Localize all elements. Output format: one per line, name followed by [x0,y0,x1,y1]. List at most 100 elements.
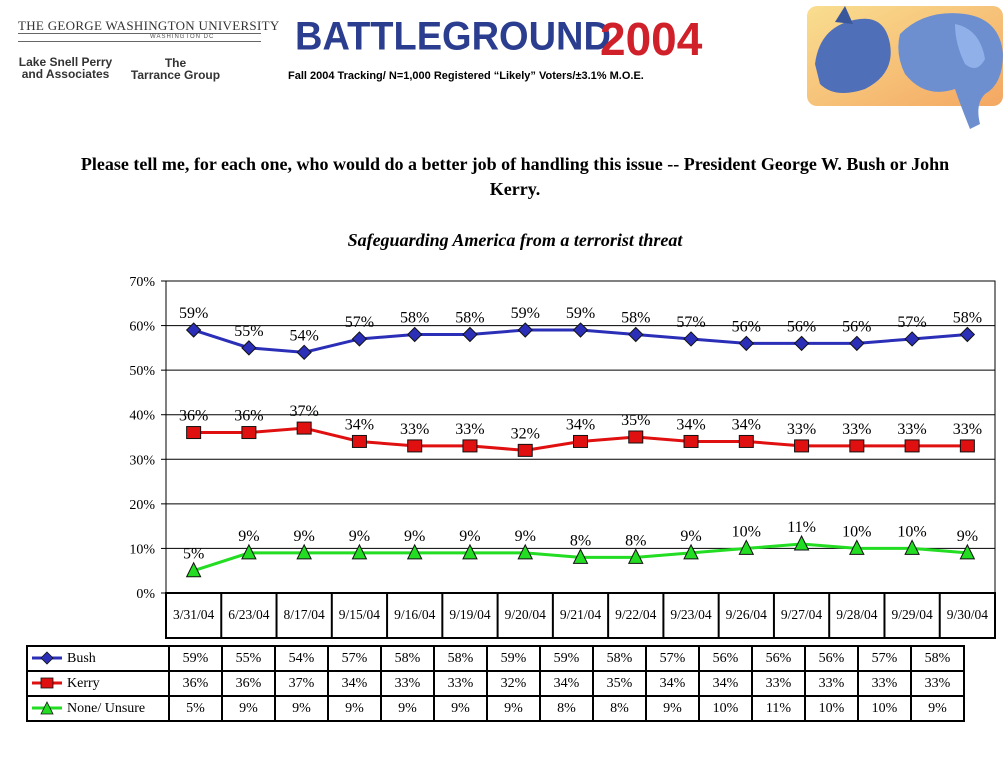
x-tick-label: 9/29/04 [891,607,933,622]
table-cell: 9% [221,695,276,722]
y-tick-label: 10% [129,542,155,557]
table-cell: 56% [698,645,753,672]
table-row: Bush 59% 55% 54% 57% 58% 58% 59% 59% 58% 57% 56% 56%… [26,645,965,672]
table-cell: 33% [857,670,912,697]
table-cell: 32% [486,670,541,697]
data-label: 59% [179,305,208,322]
survey-question: Please tell me, for each one, who would … [80,154,950,199]
category-axis-box [165,592,996,639]
x-tick-label: 9/30/04 [947,607,989,622]
data-label: 37% [290,403,319,420]
header-rule [18,33,261,34]
series-name: None/ Unsure [67,700,146,716]
data-label: 33% [897,421,926,438]
y-tick-label: 0% [136,587,155,602]
table-cell: 8% [539,695,594,722]
data-label: 9% [349,528,370,545]
x-tick-label: 9/20/04 [505,607,547,622]
table-cell: 9% [380,695,435,722]
data-point [683,434,699,448]
data-label: 34% [732,416,761,433]
data-point [793,335,810,352]
data-label: 54% [290,327,319,344]
x-tick-label: 9/28/04 [836,607,878,622]
table-cell: 58% [380,645,435,672]
row-label: None/ Unsure [26,695,170,722]
table-cell: 56% [804,645,859,672]
table-cell: 35% [592,670,647,697]
data-label: 36% [179,408,208,425]
table-cell: 9% [645,695,700,722]
table-cell: 54% [274,645,329,672]
data-label: 36% [234,408,263,425]
table-cell: 59% [486,645,541,672]
data-label: 56% [842,318,871,335]
data-point [959,326,976,343]
table-cell: 10% [804,695,859,722]
data-point [406,543,423,560]
table-cell: 34% [645,670,700,697]
data-point [904,439,920,453]
data-point [296,543,312,560]
x-tick-label: 9/27/04 [781,607,823,622]
table-cell: 33% [910,670,965,697]
data-label: 59% [566,305,595,322]
data-point [572,548,589,564]
table-cell: 9% [274,695,329,722]
table-cell: 58% [910,645,965,672]
table-row: None/ Unsure 5% 9% 9% 9% 9% 9% 9% 8% 8% 9% 10% 11% 10… [26,695,965,722]
data-point [407,439,423,453]
data-point [296,344,312,361]
data-label: 9% [404,528,425,545]
table-cell: 37% [274,670,329,697]
firm1-line2: and Associates [21,67,110,81]
table-cell: 34% [698,670,753,697]
data-label: 9% [238,528,259,545]
data-point [627,548,644,564]
y-tick-label: 30% [129,453,155,468]
table-cell: 10% [857,695,912,722]
data-label: 34% [566,416,595,433]
data-point [351,543,368,560]
legend-marker-icon [32,677,62,689]
row-label: Bush [26,645,170,672]
data-point [573,434,588,448]
data-point [959,439,975,453]
table-cell: 58% [433,645,488,672]
row-label: Kerry [26,670,170,697]
university-subtitle: WASHINGTON DC [150,34,215,40]
chart-title: Safeguarding America from a terrorist th… [347,230,683,250]
data-label: 10% [732,523,761,540]
data-point [462,543,478,560]
data-point [351,434,367,448]
table-cell: 33% [433,670,488,697]
data-label: 58% [400,309,429,326]
data-point [185,561,202,578]
data-label: 33% [953,421,982,438]
x-tick-label: 9/22/04 [615,607,657,622]
y-tick-label: 70% [129,275,155,290]
data-label: 9% [680,528,701,545]
x-tick-label: 9/26/04 [726,607,768,622]
data-point [738,335,755,352]
table-cell: 9% [486,695,541,722]
table-cell: 9% [910,695,965,722]
x-tick-label: 6/23/04 [228,607,270,622]
table-cell: 10% [698,695,753,722]
y-tick-label: 20% [129,498,155,513]
table-cell: 34% [539,670,594,697]
battleground-logo-text: BATTLEGROUND [295,14,611,60]
table-cell: 34% [327,670,382,697]
data-point [296,421,312,435]
data-point [849,439,865,453]
data-label: 10% [897,523,926,540]
line-chart: 0% 10% 20% 30% 40% 50% 60% 70% 3/31/04 6/23/04 8/1… [129,275,996,639]
table-cell: 58% [592,645,647,672]
data-point [959,543,976,560]
y-tick-label: 50% [129,364,155,379]
firm-lake-snell-perry: Lake Snell Perry and Associates [18,56,113,80]
data-label: 8% [625,532,646,549]
data-point [462,439,478,453]
data-label: 9% [459,528,480,545]
series-name: Bush [67,650,96,666]
